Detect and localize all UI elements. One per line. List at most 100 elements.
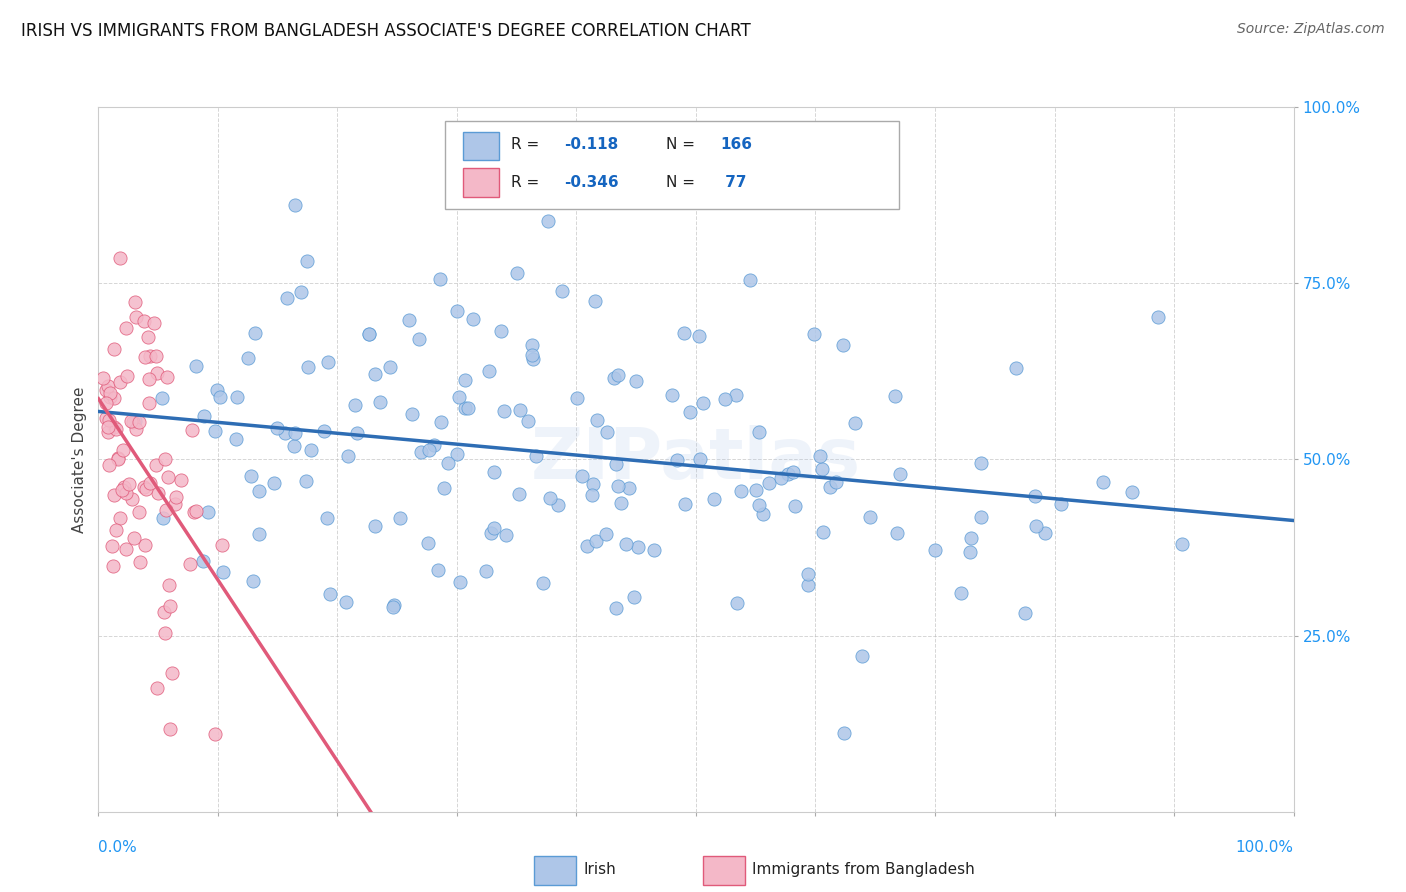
Point [595,527,617,541]
Point [520,348,543,362]
Point [132,314,155,328]
Point [610,496,633,510]
Point [225,390,247,404]
Point [859,510,882,524]
Text: R =: R = [510,136,544,152]
Point [318,587,340,601]
Point [96,411,118,425]
Point [138,396,160,410]
Point [295,475,318,489]
Point [359,326,381,341]
Point [489,324,512,338]
Point [673,497,696,511]
Point [145,458,167,472]
Point [193,409,215,423]
Point [457,401,479,416]
Point [1121,484,1143,499]
Point [703,491,725,506]
Point [155,451,177,466]
Point [797,567,820,582]
Point [115,485,138,500]
Point [98,413,121,427]
Point [363,519,385,533]
Point [1049,497,1071,511]
Point [752,507,775,521]
Point [134,538,156,552]
Point [205,384,228,398]
Point [1005,361,1028,376]
Point [97,379,120,393]
Point [284,425,307,440]
Point [211,565,233,579]
Point [160,665,183,680]
Point [124,414,146,428]
Point [108,510,131,524]
Point [454,373,477,387]
Text: Source: ZipAtlas.com: Source: ZipAtlas.com [1237,22,1385,37]
Point [446,304,468,318]
Point [163,497,186,511]
Point [389,510,412,524]
Point [970,457,993,471]
Point [818,480,841,494]
Point [776,467,799,481]
Point [108,251,131,265]
Point [209,390,232,404]
Point [824,475,846,489]
Point [585,412,607,426]
Point [249,527,271,541]
Point [479,526,502,541]
Point [103,488,125,502]
Point [565,391,588,405]
Point [725,387,748,401]
Point [950,586,973,600]
Point [204,727,226,741]
Point [811,462,834,476]
Point [607,479,630,493]
Point [146,367,169,381]
Point [495,528,517,542]
Point [1171,537,1194,551]
Point [183,505,205,519]
Point [401,408,423,422]
Point [134,351,156,365]
Point [179,557,201,571]
Point [378,360,401,375]
Point [107,451,129,466]
Point [851,648,873,663]
Point [689,452,711,467]
Point [583,293,606,308]
Point [475,564,498,578]
Point [408,332,430,346]
Point [959,545,981,559]
Point [153,606,176,620]
Point [886,526,908,541]
Point [446,447,468,461]
Point [295,254,318,268]
Point [508,486,530,500]
Text: R =: R = [510,175,544,190]
Text: Immigrants from Bangladesh: Immigrants from Bangladesh [752,863,974,877]
Point [239,468,262,483]
Point [156,370,179,384]
Point [666,452,689,467]
Point [477,364,499,378]
Point [725,596,748,610]
Point [274,426,297,441]
Point [152,511,174,525]
Point [970,510,993,524]
Text: 0.0%: 0.0% [98,840,138,855]
Point [803,326,825,341]
Point [297,360,319,375]
Point [125,422,148,436]
Point [381,599,404,614]
Point [204,424,226,438]
Point [418,443,440,458]
Point [437,456,460,470]
Point [247,484,270,499]
Point [748,425,770,439]
Point [730,483,752,498]
Point [398,312,420,326]
Point [605,600,627,615]
Point [713,392,735,406]
